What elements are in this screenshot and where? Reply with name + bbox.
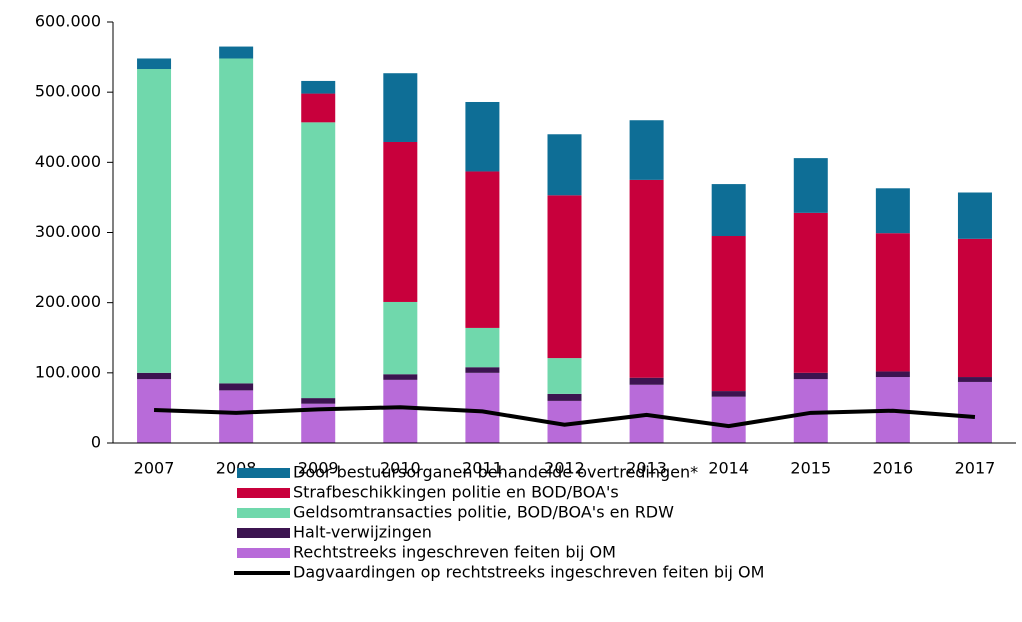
- bar-segment: [793, 212, 828, 373]
- bar-segment: [547, 358, 582, 394]
- bar-segment: [383, 379, 418, 443]
- bar-segment: [301, 122, 336, 399]
- bar-segment: [875, 233, 910, 372]
- legend-label: Dagvaardingen op rechtstreeks ingeschrev…: [293, 563, 764, 582]
- bar-segment: [547, 393, 582, 401]
- legend-swatch: [237, 468, 290, 478]
- legend-label: Strafbeschikkingen politie en BOD/BOA's: [293, 483, 619, 502]
- bar-segment: [383, 141, 418, 302]
- bar-segment: [711, 396, 746, 443]
- legend-label: Rechtstreeks ingeschreven feiten bij OM: [293, 543, 616, 562]
- bar-segment: [957, 377, 992, 382]
- y-tick-label: 0: [91, 433, 101, 452]
- bar-segment: [465, 171, 500, 328]
- bar-segment: [219, 46, 254, 59]
- bar-segment: [137, 58, 172, 70]
- bar-segment: [383, 301, 418, 375]
- bar-segment: [301, 93, 336, 123]
- bar-segment: [711, 184, 746, 237]
- legend-swatch: [237, 548, 290, 558]
- bar-segment: [547, 134, 582, 196]
- bar-segment: [629, 120, 664, 180]
- bar-segment: [219, 58, 254, 384]
- line: [153, 405, 976, 429]
- bar-segment: [793, 372, 828, 380]
- y-tick-label: 400.000: [35, 152, 101, 171]
- bar-segment: [137, 372, 172, 380]
- bar-segment: [465, 372, 500, 443]
- x-tick-label: 2012: [544, 459, 585, 478]
- bar-segment: [301, 398, 336, 404]
- legend-label: Halt-verwijzingen: [293, 523, 432, 542]
- y-tick-label: 200.000: [35, 292, 101, 311]
- bar-segment: [711, 391, 746, 397]
- x-tick-label: 2016: [873, 459, 914, 478]
- x-tick-label: 2011: [462, 459, 503, 478]
- bar-segment: [629, 179, 664, 378]
- legend-swatch: [237, 508, 290, 518]
- x-tick-label: 2013: [626, 459, 667, 478]
- y-tick-label: 300.000: [35, 222, 101, 241]
- bar-segment: [711, 236, 746, 392]
- bar-segment: [629, 377, 664, 385]
- bar-segment: [957, 381, 992, 443]
- x-tick-label: 2015: [790, 459, 831, 478]
- bar-segment: [957, 238, 992, 378]
- x-tick-label: 2007: [134, 459, 175, 478]
- bar-segment: [465, 101, 500, 172]
- bar-segment: [793, 158, 828, 213]
- x-tick-label: 2010: [380, 459, 421, 478]
- x-tick-label: 2009: [298, 459, 339, 478]
- y-tick-label: 600.000: [35, 12, 101, 31]
- bar-segment: [137, 69, 172, 373]
- bar-segment: [957, 192, 992, 239]
- bar-segment: [301, 80, 336, 94]
- y-tick-label: 100.000: [35, 362, 101, 381]
- bar-segment: [219, 383, 254, 391]
- legend-label: Geldsomtransacties politie, BOD/BOA's en…: [293, 503, 674, 522]
- bar-segment: [465, 367, 500, 373]
- x-tick-label: 2017: [955, 459, 996, 478]
- bar-segment: [875, 188, 910, 234]
- bar-segment: [875, 371, 910, 378]
- legend-swatch: [237, 528, 290, 538]
- legend-label: Door bestuursorganen behandelde overtred…: [293, 463, 698, 482]
- bar-segment: [547, 195, 582, 359]
- legend-swatch: [237, 488, 290, 498]
- x-tick-label: 2014: [708, 459, 749, 478]
- bar-segment: [219, 390, 254, 443]
- bar-segment: [383, 374, 418, 380]
- y-tick-label: 500.000: [35, 82, 101, 101]
- bar-segment: [383, 73, 418, 142]
- bar-segment: [465, 327, 500, 368]
